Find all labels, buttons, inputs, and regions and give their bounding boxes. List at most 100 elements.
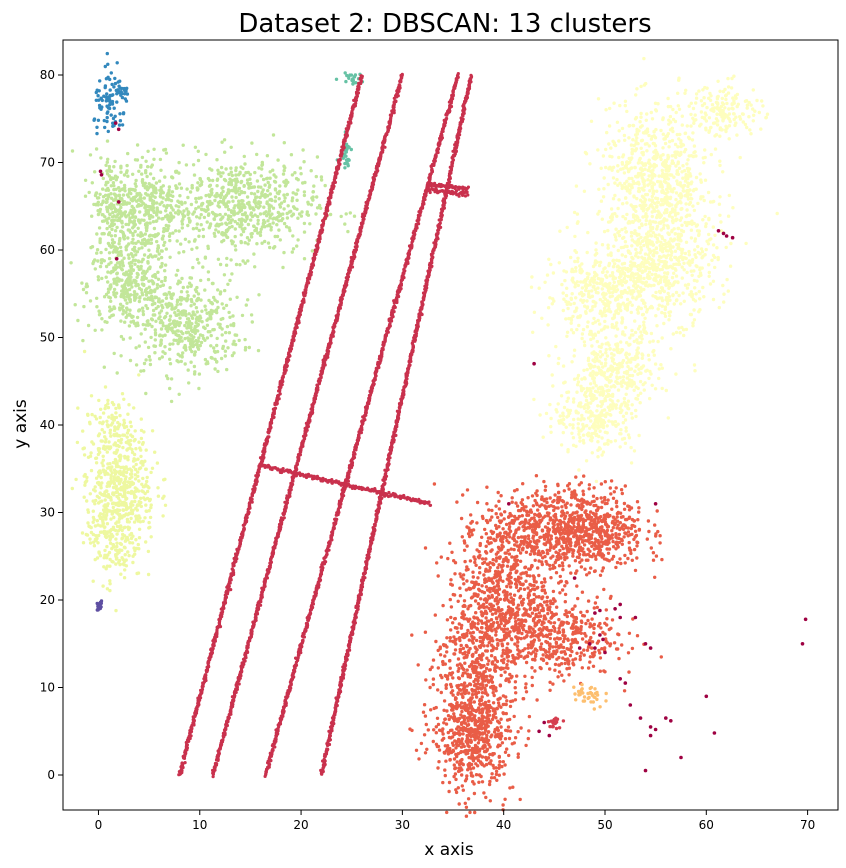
cluster-2-point [590, 294, 594, 299]
cluster-0-point [263, 239, 267, 244]
cluster-0-point [194, 320, 198, 325]
cluster-2-point [556, 361, 560, 366]
cluster-0-point [188, 347, 193, 351]
cluster-1-point [146, 549, 151, 554]
cluster-0-point [122, 237, 127, 241]
cluster-1-point [156, 494, 161, 498]
cluster-2-point [694, 101, 698, 105]
cluster-2-point [606, 284, 611, 288]
cluster-2-point [606, 388, 611, 392]
cluster-2-point [685, 188, 689, 193]
cluster-2-point [641, 209, 646, 213]
cluster-0-point [122, 183, 127, 188]
cluster-2-point [589, 394, 594, 398]
cluster-0-point [167, 185, 172, 189]
cluster-0-point [293, 206, 297, 210]
cluster-2-point [616, 350, 620, 354]
cluster-2-point [642, 184, 647, 188]
cluster-0-point [186, 285, 190, 289]
cluster-2-point [644, 239, 649, 243]
cluster-0-point [179, 186, 184, 190]
cluster-2-point [660, 286, 664, 290]
cluster-0-point [107, 216, 111, 220]
cluster-0-point [177, 160, 181, 165]
cluster-2-point [681, 257, 685, 262]
cluster-0-point [114, 209, 118, 214]
cluster-1-point [132, 546, 136, 550]
cluster-0-point [119, 249, 123, 254]
cluster-1-point [109, 517, 113, 521]
cluster-2-point [585, 325, 590, 329]
cluster-0-point [146, 323, 150, 327]
cluster-0-point [145, 208, 149, 213]
cluster-0-point [231, 199, 235, 203]
cluster-2-point [571, 331, 576, 335]
cluster-2-point [718, 163, 722, 168]
cluster-0-point [127, 261, 132, 265]
cluster-0-point [162, 316, 167, 320]
cluster-2-point [577, 468, 581, 472]
cluster-2-point [619, 278, 623, 283]
cluster-1-point [118, 499, 122, 503]
cluster-2-point [674, 290, 679, 295]
cluster-0-point [252, 224, 256, 229]
cluster-0-point [153, 296, 157, 300]
cluster-0-point [115, 225, 119, 230]
cluster-0-point [185, 299, 189, 303]
cluster-0-point [214, 228, 218, 232]
cluster-2-point [546, 323, 550, 327]
cluster-1-point [123, 495, 127, 499]
cluster-0-point [240, 313, 245, 318]
cluster-2-point [632, 382, 636, 386]
cluster-2-point [574, 184, 579, 188]
cluster-0-point [263, 183, 267, 187]
cluster-0-point [88, 153, 93, 157]
cluster-2-point [672, 262, 676, 267]
cluster-0-point [133, 229, 137, 234]
cluster-2-point [692, 208, 697, 213]
cluster-0-point [301, 148, 305, 152]
cluster-2-point [566, 390, 571, 394]
cluster-1-point [139, 417, 143, 421]
cluster-2-point [724, 97, 728, 102]
cluster-2-point [691, 131, 695, 135]
cluster-0-point [133, 292, 137, 297]
cluster-2-point [565, 399, 569, 403]
cluster-2-point [696, 244, 700, 249]
cluster-2-point [642, 261, 646, 266]
cluster-0-point [207, 226, 211, 230]
cluster-0-point [117, 242, 121, 246]
cluster-2-point [708, 200, 713, 204]
cluster-0-point [143, 340, 147, 344]
cluster-0-point [155, 213, 159, 217]
cluster-2-point [644, 212, 648, 216]
cluster-2-point [652, 165, 657, 169]
cluster-2-point [591, 374, 595, 378]
cluster-1-point [114, 548, 118, 552]
cluster-2-point [707, 270, 711, 275]
cluster-2-point [676, 280, 680, 285]
cluster-2-point [653, 101, 658, 106]
cluster-1-point [96, 501, 101, 505]
cluster-0-point [119, 180, 123, 184]
cluster-1-point [88, 492, 93, 496]
cluster-2-point [620, 227, 624, 232]
cluster-2-point [640, 337, 644, 341]
cluster-0-point [144, 239, 148, 243]
cluster-2-point [596, 448, 600, 452]
cluster-2-point [573, 285, 577, 289]
cluster-2-point [646, 276, 651, 281]
cluster-0-point [213, 367, 217, 371]
cluster-0-point [199, 340, 204, 345]
cluster-0-point [142, 183, 146, 188]
cluster-0-point [209, 344, 213, 348]
cluster-2-point [650, 257, 654, 262]
cluster-0-point [256, 348, 261, 353]
cluster-0-point [82, 304, 86, 309]
cluster-2-point [641, 239, 645, 243]
cluster-2-point [626, 186, 630, 191]
cluster-0-point [231, 314, 235, 318]
cluster-2-point [602, 176, 606, 180]
cluster-2-point [564, 317, 568, 321]
cluster-2-point [600, 372, 604, 377]
